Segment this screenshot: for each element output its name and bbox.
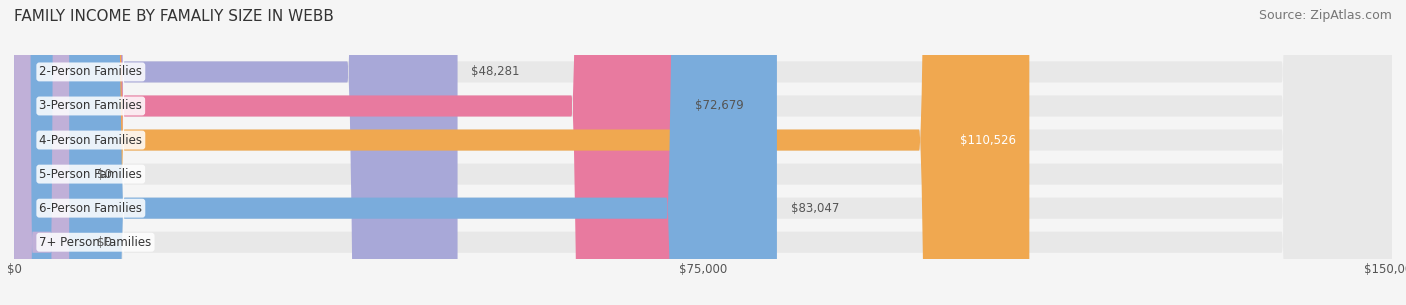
FancyBboxPatch shape	[14, 0, 1392, 305]
Text: 4-Person Families: 4-Person Families	[39, 134, 142, 146]
Text: Source: ZipAtlas.com: Source: ZipAtlas.com	[1258, 9, 1392, 22]
FancyBboxPatch shape	[14, 0, 682, 305]
FancyBboxPatch shape	[14, 0, 1392, 305]
FancyBboxPatch shape	[14, 0, 1029, 305]
FancyBboxPatch shape	[14, 0, 69, 305]
FancyBboxPatch shape	[14, 0, 69, 305]
Text: $0: $0	[97, 168, 111, 181]
Text: 7+ Person Families: 7+ Person Families	[39, 236, 152, 249]
FancyBboxPatch shape	[14, 0, 1392, 305]
Text: 3-Person Families: 3-Person Families	[39, 99, 142, 113]
FancyBboxPatch shape	[14, 0, 1392, 305]
Text: 6-Person Families: 6-Person Families	[39, 202, 142, 215]
FancyBboxPatch shape	[14, 0, 1392, 305]
Text: $110,526: $110,526	[959, 134, 1015, 146]
Text: 2-Person Families: 2-Person Families	[39, 66, 142, 78]
Text: $48,281: $48,281	[471, 66, 520, 78]
FancyBboxPatch shape	[14, 0, 1392, 305]
FancyBboxPatch shape	[14, 0, 778, 305]
Text: $0: $0	[97, 236, 111, 249]
Text: $83,047: $83,047	[790, 202, 839, 215]
Text: 5-Person Families: 5-Person Families	[39, 168, 142, 181]
FancyBboxPatch shape	[14, 0, 457, 305]
Text: $72,679: $72,679	[696, 99, 744, 113]
Text: FAMILY INCOME BY FAMALIY SIZE IN WEBB: FAMILY INCOME BY FAMALIY SIZE IN WEBB	[14, 9, 335, 24]
